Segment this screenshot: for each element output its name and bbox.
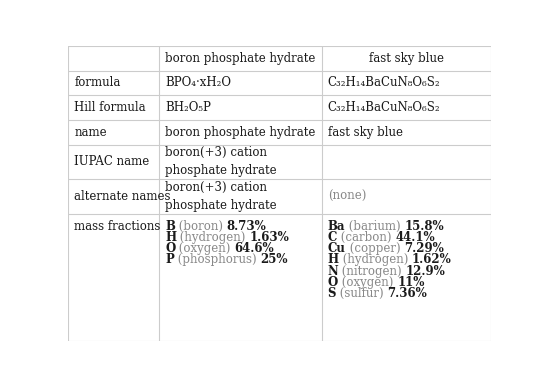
Text: formula: formula xyxy=(74,77,120,89)
Text: Ba: Ba xyxy=(328,220,345,233)
Text: alternate names: alternate names xyxy=(74,190,171,203)
Text: C: C xyxy=(328,231,337,244)
Text: BPO₄·xH₂O: BPO₄·xH₂O xyxy=(165,77,231,89)
Text: (oxygen): (oxygen) xyxy=(175,242,234,255)
Text: 12.9%: 12.9% xyxy=(406,265,446,278)
Text: 7.29%: 7.29% xyxy=(404,242,444,255)
Text: boron phosphate hydrate: boron phosphate hydrate xyxy=(165,52,316,65)
Text: S: S xyxy=(328,287,336,300)
Text: 25%: 25% xyxy=(260,254,288,267)
Text: fast sky blue: fast sky blue xyxy=(328,126,403,139)
Text: 44.1%: 44.1% xyxy=(395,231,435,244)
Text: (oxygen): (oxygen) xyxy=(338,276,397,289)
Text: 7.36%: 7.36% xyxy=(387,287,427,300)
Text: N: N xyxy=(328,265,338,278)
Text: (hydrogen): (hydrogen) xyxy=(339,254,412,267)
Text: (none): (none) xyxy=(328,190,366,203)
Text: O: O xyxy=(165,242,175,255)
Text: (copper): (copper) xyxy=(346,242,404,255)
Text: Hill formula: Hill formula xyxy=(74,101,146,114)
Text: (sulfur): (sulfur) xyxy=(336,287,387,300)
Text: fast sky blue: fast sky blue xyxy=(368,52,444,65)
Text: boron(+3) cation
phosphate hydrate: boron(+3) cation phosphate hydrate xyxy=(165,146,277,177)
Text: (carbon): (carbon) xyxy=(337,231,395,244)
Text: (boron): (boron) xyxy=(175,220,227,233)
Text: (nitrogen): (nitrogen) xyxy=(338,265,406,278)
Text: B: B xyxy=(165,220,175,233)
Text: C₃₂H₁₄BaCuN₈O₆S₂: C₃₂H₁₄BaCuN₈O₆S₂ xyxy=(328,101,440,114)
Text: 8.73%: 8.73% xyxy=(227,220,267,233)
Text: 1.62%: 1.62% xyxy=(412,254,452,267)
Text: O: O xyxy=(328,276,338,289)
Text: BH₂O₅P: BH₂O₅P xyxy=(165,101,211,114)
Text: 64.6%: 64.6% xyxy=(234,242,274,255)
Text: Cu: Cu xyxy=(328,242,346,255)
Text: H: H xyxy=(328,254,339,267)
Text: (phosphorus): (phosphorus) xyxy=(174,254,260,267)
Text: P: P xyxy=(165,254,174,267)
Text: mass fractions: mass fractions xyxy=(74,220,161,233)
Text: 11%: 11% xyxy=(397,276,425,289)
Text: H: H xyxy=(165,231,176,244)
Text: 1.63%: 1.63% xyxy=(249,231,289,244)
Text: 15.8%: 15.8% xyxy=(404,220,444,233)
Text: boron(+3) cation
phosphate hydrate: boron(+3) cation phosphate hydrate xyxy=(165,181,277,212)
Text: (hydrogen): (hydrogen) xyxy=(176,231,249,244)
Text: (barium): (barium) xyxy=(345,220,404,233)
Text: IUPAC name: IUPAC name xyxy=(74,155,149,169)
Text: C₃₂H₁₄BaCuN₈O₆S₂: C₃₂H₁₄BaCuN₈O₆S₂ xyxy=(328,77,440,89)
Text: name: name xyxy=(74,126,107,139)
Text: boron phosphate hydrate: boron phosphate hydrate xyxy=(165,126,316,139)
